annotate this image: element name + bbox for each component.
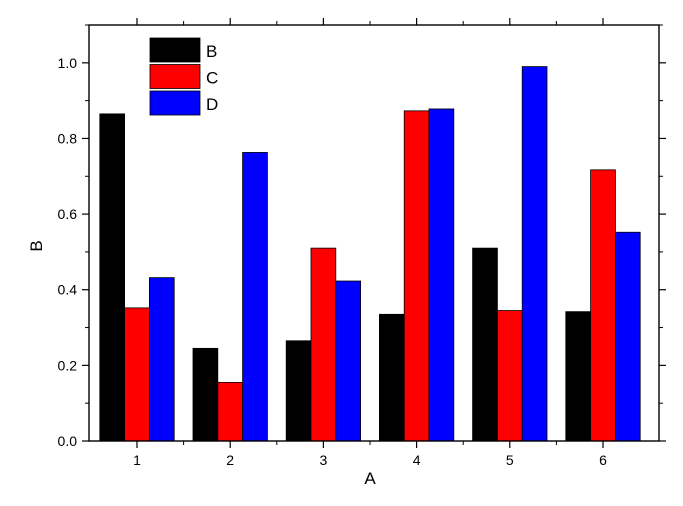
axes-layer: 0.0 0.2 0.4 0.6 0.8 1.0 1 2 3 4 5 6 [58, 18, 666, 468]
y-tick-label: 0.2 [58, 357, 78, 373]
bar-C-5 [496, 310, 523, 442]
bar-C-1 [124, 307, 150, 442]
bar-C-3 [310, 247, 337, 442]
bar-D-1 [148, 277, 175, 442]
x-tick-label: 5 [506, 452, 514, 468]
bar-D-6 [615, 231, 641, 442]
legend-swatch-D [149, 90, 201, 116]
x-tick-label: 3 [320, 452, 328, 468]
bar-D-4 [428, 108, 455, 442]
y-tick-label: 1.0 [58, 55, 78, 71]
bar-D-2 [242, 152, 268, 442]
bars-layer [99, 66, 641, 442]
legend-swatch-B [149, 37, 201, 63]
x-tick-label: 2 [226, 452, 234, 468]
y-tick-label: 0.4 [58, 282, 78, 298]
bar-B-3 [285, 340, 312, 442]
y-tick-label: 0.6 [58, 206, 78, 222]
x-axis-label: A [364, 469, 376, 488]
bar-C-6 [590, 169, 616, 442]
bar-D-5 [521, 66, 548, 442]
legend-label-D: D [206, 95, 218, 114]
legend-swatch-C [149, 64, 201, 89]
x-tick-label: 4 [413, 452, 421, 468]
bar-B-5 [472, 247, 498, 442]
y-tick-label: 0.0 [58, 433, 78, 449]
bar-B-2 [192, 347, 219, 442]
bar-C-4 [403, 110, 430, 442]
bar-B-4 [378, 313, 405, 442]
x-tick-label: 6 [599, 452, 607, 468]
bar-B-1 [99, 113, 126, 442]
legend: BCD [149, 37, 218, 116]
bar-C-2 [217, 381, 244, 442]
bar-B-6 [565, 311, 591, 442]
bar-D-3 [335, 280, 361, 442]
plot-frame [88, 24, 660, 442]
y-axis-label: B [27, 240, 46, 251]
legend-label-C: C [206, 69, 218, 88]
x-tick-label: 1 [133, 452, 141, 468]
y-tick-label: 0.8 [58, 130, 78, 146]
legend-label-B: B [206, 42, 217, 61]
